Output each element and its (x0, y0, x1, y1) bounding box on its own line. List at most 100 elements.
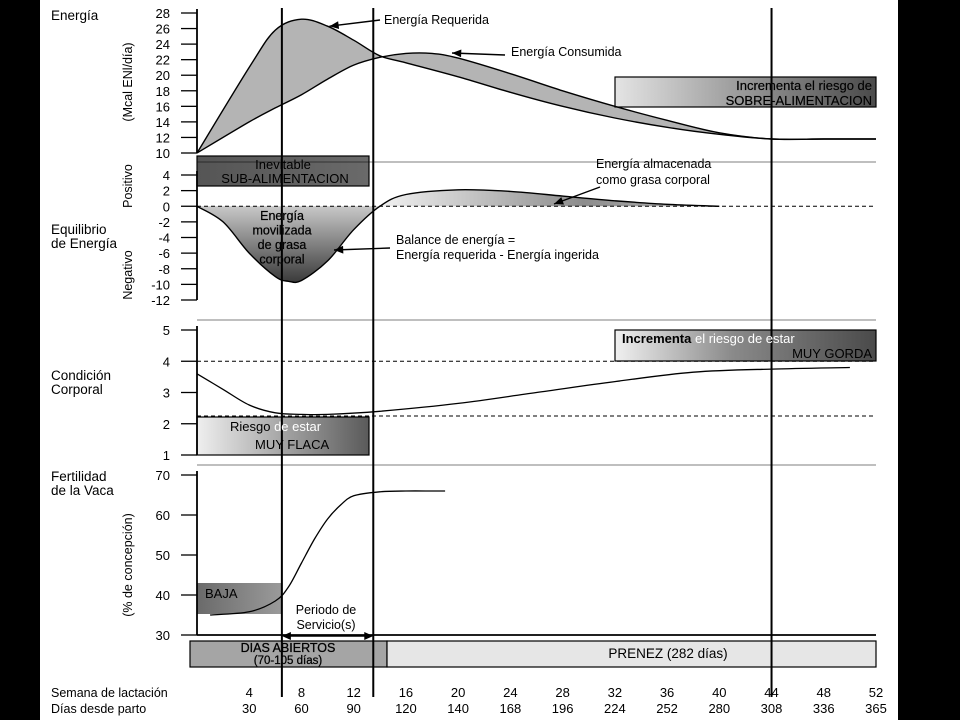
periodo-servicio-label: Periodo de (296, 603, 357, 617)
y-tick-label: 30 (156, 628, 170, 643)
muy-gorda-rest: el riesgo de estar (691, 331, 795, 346)
y-tick-label: 4 (163, 354, 170, 369)
periodo-servicio-label: Servicio(s) (296, 618, 355, 632)
prenez-label: PRENEZ (282 días) (608, 646, 727, 661)
y-tick-label: 16 (156, 99, 170, 114)
x-tick-label-week: 28 (555, 685, 569, 700)
arrow-energia-almacenada-head (554, 197, 564, 205)
balance-formula-label: Balance de energía = (396, 233, 515, 247)
boxes-layer (189, 76, 877, 668)
lines-layer (196, 8, 876, 697)
x-tick-label-day: 196 (552, 701, 574, 716)
x-tick-label-day: 140 (447, 701, 469, 716)
baja-box (197, 583, 281, 614)
y-tick-label: -10 (151, 277, 170, 292)
prenez-box (386, 640, 877, 668)
x-tick-label-week: 40 (712, 685, 726, 700)
y-tick-label: 50 (156, 548, 170, 563)
muy-flaca-highlight: Riesgo (230, 419, 270, 434)
fertilidad-side-label: Fertilidad (51, 469, 107, 484)
y-tick-label: 5 (163, 323, 170, 338)
muy-flaca-label: Riesgo de estar (230, 419, 322, 434)
x-tick-label-day: 308 (761, 701, 783, 716)
equilibrio-side-label: Equilibrio (51, 222, 107, 237)
sub-alimentacion-box (196, 155, 370, 187)
baja-label: BAJA (205, 586, 238, 601)
x-tick-label-week: 36 (660, 685, 674, 700)
positivo-axis-label: Positivo (121, 164, 135, 208)
sobre-alimentacion-box (614, 76, 877, 108)
y-tick-label: 18 (156, 84, 170, 99)
y-tick-label: 24 (156, 37, 170, 52)
x-tick-label-week: 8 (298, 685, 305, 700)
energia-almacenada-label: como grasa corporal (596, 173, 710, 187)
y-tick-label: 28 (156, 6, 170, 21)
fills-layer (197, 19, 876, 283)
dias-abiertos-label: DIAS ABIERTOS (241, 641, 336, 655)
y-tick-label: 20 (156, 68, 170, 83)
periodo-servicio-arrow-right (364, 632, 374, 640)
y-tick-label: 10 (156, 146, 170, 161)
dias-abiertos-label: (70-105 días) (254, 655, 323, 667)
condicion-side-label: Condición (51, 368, 111, 383)
x-tick-label-week: 16 (399, 685, 413, 700)
energia-movilizada-label: Energía (260, 209, 304, 223)
muy-gorda-label: MUY GORDA (792, 346, 872, 361)
energia-almacenada-label: Energía almacenada (596, 157, 711, 171)
x-tick-label-week: 32 (608, 685, 622, 700)
arrow-energia-requerida-head (329, 21, 340, 29)
label-energia-requerida: Energía Requerida (384, 13, 489, 27)
muy-gorda-highlight: Incrementa (622, 331, 692, 346)
x-tick-label-week: 44 (764, 685, 778, 700)
x-tick-label-week: 12 (346, 685, 360, 700)
sub-alimentacion-label: Inevitable (255, 157, 311, 172)
energia-side-label: Energía (51, 8, 99, 23)
arrow-balance-head (334, 245, 344, 254)
y-tick-label: 14 (156, 115, 170, 130)
balance-formula-label: Energía requerida - Energía ingerida (396, 248, 599, 262)
x-tick-label-day: 252 (656, 701, 678, 716)
muy-flaca-label: MUY FLACA (255, 437, 329, 452)
axes-layer (181, 9, 876, 636)
x-tick-label-week: 24 (503, 685, 517, 700)
x-tick-label-day: 336 (813, 701, 835, 716)
x-tick-label-day: 224 (604, 701, 626, 716)
sobre-alimentacion-label: SOBRE-ALIMENTACION (726, 93, 872, 108)
arrow-balance (333, 247, 391, 251)
muy-gorda-label: Incrementa el riesgo de estar (622, 331, 795, 346)
equilibrio-side-label: de Energía (51, 236, 118, 251)
semana-lactacion-label: Semana de lactación (51, 686, 168, 700)
y-tick-label: 2 (163, 417, 170, 432)
sub-alimentacion-label: SUB-ALIMENTACION (221, 171, 349, 186)
energia-movilizada-label: de grasa (258, 238, 307, 252)
y-tick-label: 4 (163, 168, 170, 183)
series-balance-line (196, 188, 720, 284)
y-tick-label: -12 (151, 293, 170, 308)
sobre-alimentacion-label: Incrementa el riesgo de (736, 78, 872, 93)
fertilidad-y-axis-label: (% de concepción) (121, 513, 135, 617)
dias-desde-parto-label: Días desde parto (51, 702, 146, 716)
series-energia-requerida-line (196, 18, 876, 154)
y-tick-label: -2 (158, 215, 170, 230)
x-tick-label-week: 52 (869, 685, 883, 700)
dias-abiertos-box (189, 640, 388, 668)
fertilidad-side-label: de la Vaca (51, 483, 114, 498)
periodo-servicio-arrow-left (281, 632, 291, 640)
label-energia-consumida: Energía Consumida (511, 45, 622, 59)
y-tick-label: 12 (156, 130, 170, 145)
x-tick-label-day: 120 (395, 701, 417, 716)
y-tick-label: 2 (163, 184, 170, 199)
muy-gorda-box (614, 329, 877, 362)
negative-balance-area (197, 206, 380, 283)
positive-balance-area (379, 189, 720, 207)
y-tick-label: -6 (158, 246, 170, 261)
series-fertilidad-line (210, 490, 446, 616)
y-tick-label: -4 (158, 231, 170, 246)
energia-y-axis-label: (Mcal ENl/día) (121, 42, 135, 121)
y-tick-label: 60 (156, 508, 170, 523)
y-tick-label: 40 (156, 588, 170, 603)
x-tick-label-day: 30 (242, 701, 256, 716)
muy-flaca-rest: de estar (270, 419, 321, 434)
